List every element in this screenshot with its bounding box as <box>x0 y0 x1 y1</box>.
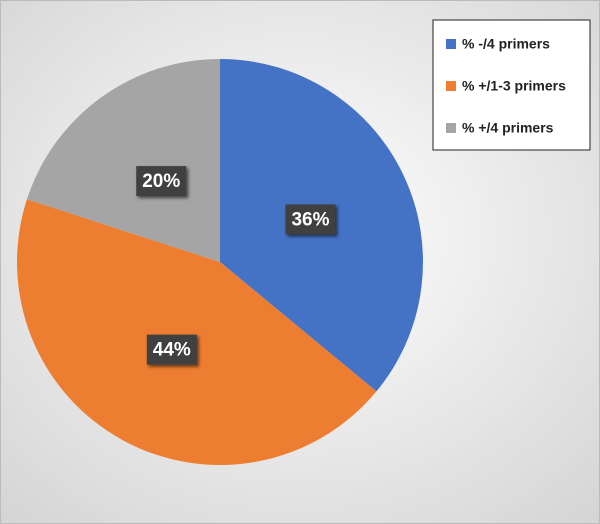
data-label: 36% <box>291 209 329 230</box>
legend-swatch <box>446 81 456 91</box>
legend-swatch <box>446 123 456 133</box>
data-label: 44% <box>153 340 191 361</box>
legend-swatch <box>446 39 456 49</box>
legend <box>432 19 591 151</box>
data-label-box <box>285 204 336 235</box>
pie-slice <box>16 199 377 465</box>
data-label-box <box>146 334 197 365</box>
legend-label: % +/4 primers <box>462 120 554 136</box>
legend-label: % -/4 primers <box>462 36 550 52</box>
data-label: 20% <box>142 171 180 192</box>
legend-label: % +/1-3 primers <box>462 78 566 94</box>
data-label-box <box>136 166 187 197</box>
pie-slice <box>26 58 220 263</box>
